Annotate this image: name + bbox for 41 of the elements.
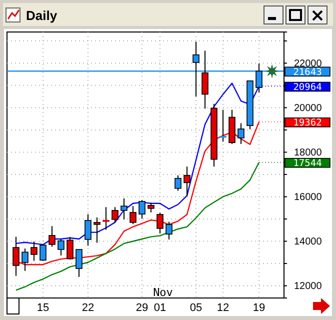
y-tick-label: 14000 <box>294 236 322 248</box>
candlestick <box>174 174 182 192</box>
candlestick <box>112 206 118 224</box>
y-tick-label: 18000 <box>294 147 322 158</box>
candlestick <box>58 238 64 256</box>
candlestick <box>202 50 208 110</box>
data-label: 17544 <box>293 158 322 170</box>
ref-line-label: 21643 <box>293 66 322 78</box>
candlestick <box>76 248 82 278</box>
candlestick <box>12 236 20 276</box>
data-label: 20964 <box>293 82 322 94</box>
candlestick <box>22 248 28 272</box>
candlestick <box>48 226 56 248</box>
candlestick <box>238 122 244 144</box>
candlestick <box>40 244 46 262</box>
candlestick <box>138 200 146 220</box>
x-tick-label: 19 <box>252 302 266 314</box>
candlestick <box>120 198 128 220</box>
x-tick-label: 01 <box>154 302 166 314</box>
data-label: 19362 <box>293 118 322 129</box>
candlestick <box>156 212 164 234</box>
candlestick <box>66 236 74 260</box>
x-tick-label: 05 <box>190 302 202 314</box>
x-tick-label: 29 <box>136 302 148 314</box>
candlestick <box>130 206 136 225</box>
candlestick <box>84 214 92 246</box>
candlestick <box>94 216 100 244</box>
x-tick-label: 15 <box>36 302 50 314</box>
candlestick <box>166 221 172 240</box>
x-tick-label: 22 <box>82 302 94 314</box>
candlestick <box>184 166 190 197</box>
annotation: Nov <box>153 286 174 299</box>
x-tick-label: 12 <box>216 302 230 314</box>
chart-title: Daily <box>26 8 58 23</box>
candlestick <box>102 206 110 230</box>
y-tick-label: 12000 <box>294 280 322 292</box>
candlestick <box>30 240 38 262</box>
y-tick-label: 16000 <box>294 192 322 203</box>
candlestick <box>148 202 154 213</box>
y-tick-label: 20000 <box>294 102 322 114</box>
candlestick <box>220 109 226 142</box>
